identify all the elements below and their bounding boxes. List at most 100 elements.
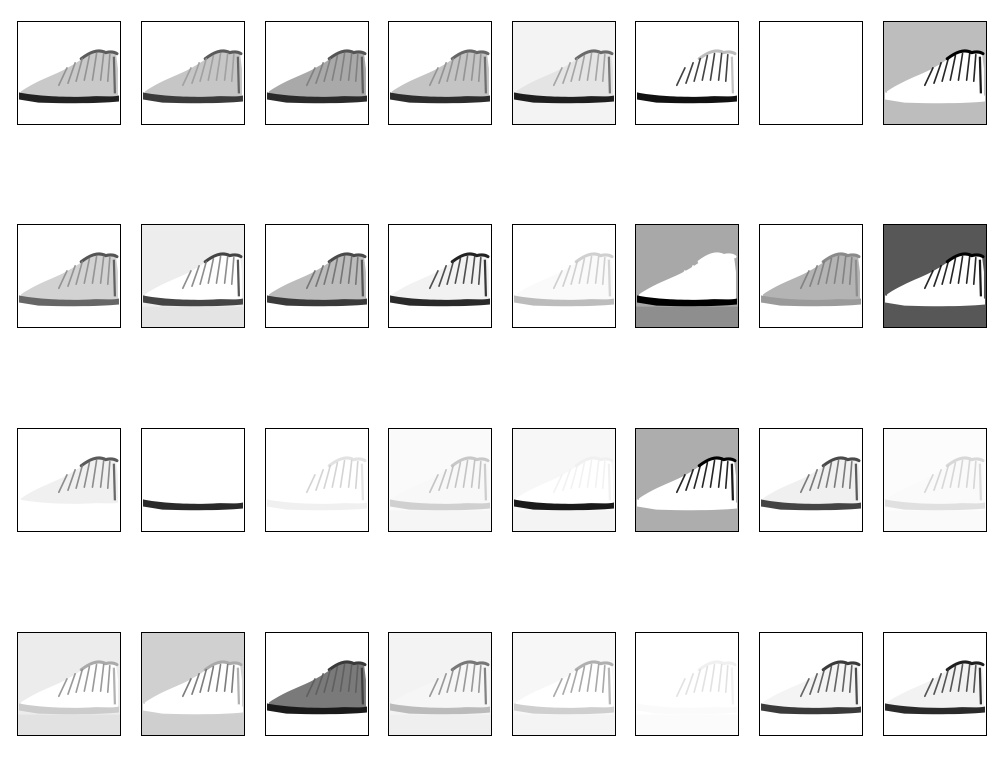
boot-lace [191,672,200,696]
boot-image [760,633,862,735]
boot-lace [799,678,810,698]
boot-lace [799,270,810,290]
boot-lace [693,668,702,693]
boot-collar [450,456,490,468]
boot-upper [145,252,242,301]
boot-image [389,633,491,735]
boot-lace [305,474,316,494]
feature-map-tile [512,21,616,125]
boot-sole [637,295,737,307]
boot-lace [965,663,971,692]
boot-lace [841,255,847,284]
boot-lace [331,665,339,692]
boot-lace [57,67,68,87]
boot-lace [972,664,977,693]
boot-lace [446,57,455,82]
boot-lace [825,461,833,488]
boot-heel [607,463,612,501]
boot-lace [799,67,810,87]
boot-lace [685,468,694,492]
boot-collar [945,252,985,264]
boot-lace [601,664,606,693]
boot-lace [99,255,105,284]
boot-lace [315,264,324,288]
boot-lace [428,67,439,87]
boot-lace [462,663,469,692]
boot-collar [203,49,243,61]
boot-sole [390,703,490,715]
tile-floor [389,306,491,327]
boot-upper [639,660,736,709]
boot-collar [945,456,985,468]
boot-lace [841,663,847,692]
boot-lace [91,459,98,488]
boot-lace [724,460,729,489]
boot-sole [267,499,367,511]
feature-map-tile [141,224,245,328]
feature-map-tile [635,224,739,328]
boot-lace [848,256,853,285]
boot-lace [841,459,847,488]
boot-lace [578,461,586,488]
feature-map-tile [883,428,987,532]
boot-lace [91,52,98,81]
boot-lace [586,663,593,692]
feature-map-tile [265,428,369,532]
boot-upper [516,456,613,505]
boot-lace [675,270,686,290]
boot-image [389,429,491,531]
boot-lace [75,57,84,82]
boot-lace [675,67,686,87]
boot-lace [83,665,91,692]
boot-upper [763,49,860,98]
boot-lace [199,464,208,489]
boot-lace [562,264,571,288]
boot-lace [181,270,192,290]
boot-lace [207,665,215,692]
boot-heel [236,259,241,297]
boot-lace [106,53,111,82]
boot-lace [833,663,840,692]
boot-lace [223,663,229,692]
boot-upper [763,252,860,301]
boot-lace [215,255,222,284]
boot-sole [885,499,985,511]
boot-lace [809,264,818,288]
boot-lace [207,257,215,284]
boot-collar [450,660,490,672]
boot-lace [972,256,977,285]
boot-lace [552,678,563,698]
boot-heel [854,56,859,94]
tile-floor [266,306,368,327]
boot-lace [578,257,586,284]
boot-lace [586,459,593,488]
boot-lace [67,264,76,288]
boot-lace [570,260,579,285]
boot-lace [941,464,950,489]
tile-floor [142,510,244,531]
boot-upper [516,660,613,709]
boot-image [884,633,986,735]
feature-map-tile [265,224,369,328]
boot-lace [462,52,469,81]
tile-floor [636,510,738,531]
boot-lace [339,663,346,692]
boot-lace [470,459,476,488]
boot-lace [594,255,600,284]
boot-sole [390,295,490,307]
boot-lace [685,672,694,696]
boot-lace [191,61,200,85]
tile-floor [18,510,120,531]
feature-map-tile [635,428,739,532]
boot-collar [821,456,861,468]
boot-lace [477,53,482,82]
boot-lace [717,52,723,81]
boot-lace [339,459,346,488]
boot-image [266,225,368,327]
boot-lace [428,678,439,698]
boot-upper [887,252,984,301]
tile-floor [18,306,120,327]
boot-upper [763,660,860,709]
boot-lace [199,668,208,693]
boot-upper [516,252,613,301]
